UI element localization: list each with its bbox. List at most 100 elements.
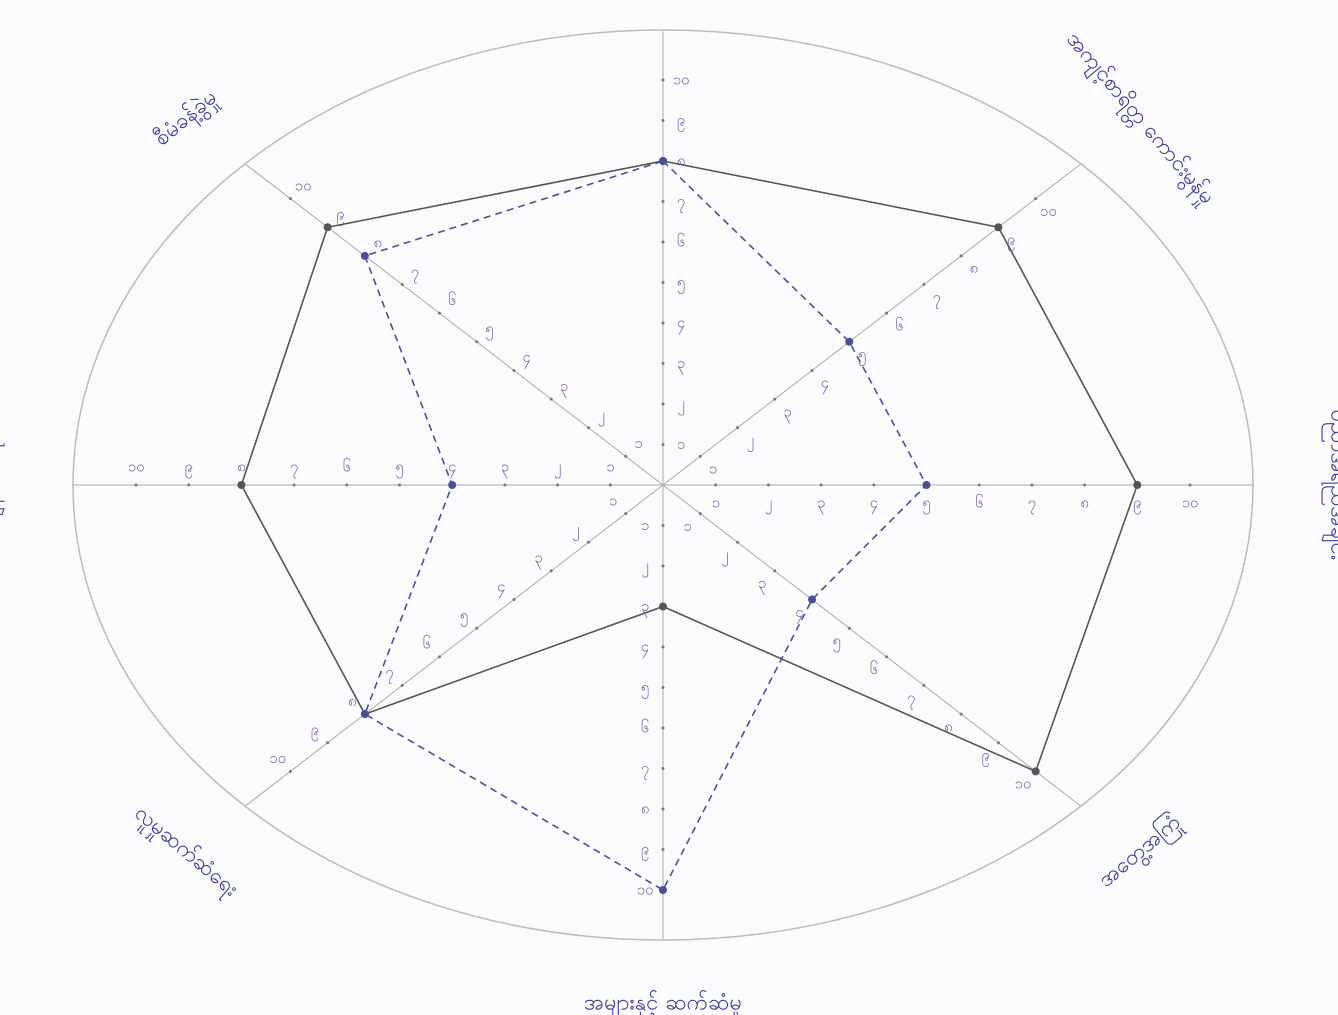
data-point [1032, 767, 1040, 775]
chart: ၁၂၃၄၅၆၇၈၉၁၀ဝန်ကြီး၁၂၃၄၅၆၇၈၉၁၀အကျင့်စာရိတ… [0, 0, 1338, 1015]
tick-mark [773, 569, 776, 572]
tick-mark [475, 340, 478, 343]
tick-label: ၉ [1007, 230, 1015, 251]
axis-line [246, 485, 663, 806]
data-point [659, 157, 667, 165]
data-point [659, 603, 667, 611]
tick-mark [401, 684, 404, 687]
tick-label: ၇ [290, 458, 298, 479]
tick-label: ၈ [237, 458, 246, 476]
tick-mark [820, 484, 823, 487]
tick-mark [662, 808, 665, 811]
category-label: လူမှုဆက်ဆံရေး [127, 800, 244, 905]
tick-mark [736, 541, 739, 544]
tick-mark [662, 281, 665, 284]
tick-label: ၈ [677, 152, 686, 170]
tick-label: ၄ [641, 638, 649, 659]
tick-label: ၂ [598, 405, 605, 426]
data-point [448, 481, 456, 489]
data-point [923, 481, 931, 489]
category-label: ကျန်းမာရေး [0, 438, 4, 532]
tick-label: ၃ [783, 402, 791, 423]
tick-label: ၅ [395, 458, 403, 479]
tick-mark [960, 254, 963, 257]
tick-label: ၁၀ [1040, 202, 1057, 220]
tick-label: ၇ [411, 262, 419, 283]
tick-mark [550, 398, 553, 401]
tick-label: ၈ [373, 234, 382, 252]
tick-mark [475, 627, 478, 630]
tick-mark [1083, 484, 1086, 487]
tick-label: ၁ [711, 494, 719, 512]
axis-line [663, 164, 1080, 485]
tick-label: ၂ [572, 520, 579, 541]
tick-mark [714, 484, 717, 487]
tick-mark [997, 741, 1000, 744]
tick-mark [662, 848, 665, 851]
tick-label: ၃ [534, 549, 542, 570]
tick-label: ၉ [336, 205, 344, 226]
tick-mark [662, 200, 665, 203]
tick-label: ၅ [677, 273, 685, 294]
tick-label: ၁ [683, 517, 691, 535]
tick-mark [699, 512, 702, 515]
tick-mark [326, 741, 329, 744]
tick-label: ၃ [817, 494, 825, 515]
data-point [361, 710, 369, 718]
tick-mark [438, 312, 441, 315]
tick-label: ၁ [709, 460, 717, 478]
tick-label: ၆ [343, 458, 351, 476]
tick-mark [662, 565, 665, 568]
category-label: အတွေ့အကြုံ [1092, 808, 1188, 896]
tick-mark [773, 398, 776, 401]
tick-label: ၇ [385, 663, 393, 684]
tick-label: ၄ [522, 348, 530, 369]
tick-mark [1189, 484, 1192, 487]
tick-label: ၆ [895, 316, 903, 334]
tick-label: ၁၀ [1182, 494, 1199, 512]
tick-mark [662, 646, 665, 649]
tick-label: ၁ [609, 491, 617, 509]
data-point [361, 252, 369, 260]
tick-label: ၃ [501, 458, 509, 479]
tick-label: ၁၀ [269, 749, 286, 767]
tick-label: ၅ [460, 606, 468, 627]
tick-mark [662, 524, 665, 527]
tick-label: ၂ [747, 431, 754, 452]
tick-label: ၁ [606, 458, 614, 476]
tick-mark [699, 455, 702, 458]
tick-label: ၃ [758, 574, 766, 595]
data-point [1133, 481, 1141, 489]
tick-mark [398, 484, 401, 487]
tick-label: ၂ [765, 494, 772, 515]
tick-label: ၅ [922, 494, 930, 515]
tick-mark [512, 598, 515, 601]
tick-label: ၆ [975, 494, 983, 512]
tick-mark [662, 79, 665, 82]
category-label: ပညာအရည်အချင်း [1322, 410, 1338, 561]
data-point [845, 338, 853, 346]
tick-label: ၃ [560, 377, 568, 398]
tick-label: ၁၀ [128, 458, 145, 476]
tick-label: ၆ [870, 660, 878, 678]
data-point [808, 596, 816, 604]
tick-label: ၈ [1080, 494, 1089, 512]
tick-label: ၅ [858, 345, 866, 366]
tick-label: ၂ [554, 458, 561, 479]
category-label: စီမံခန့်ခွဲမှု [149, 84, 225, 155]
tick-label: ၉ [641, 840, 649, 861]
tick-label: ၈ [641, 800, 650, 818]
tick-label: ၇ [641, 759, 649, 780]
category-label: အများနှင့် ဆက်ဆံမှု [584, 989, 742, 1015]
tick-label: ၉ [677, 111, 685, 132]
tick-label: ၈ [970, 259, 979, 277]
data-point [994, 223, 1002, 231]
tick-mark [885, 312, 888, 315]
tick-label: ၆ [422, 635, 430, 653]
tick-mark [848, 627, 851, 630]
axis-line [246, 164, 663, 485]
tick-label: ၇ [1028, 494, 1036, 515]
tick-label: ၇ [932, 288, 940, 309]
tick-mark [960, 713, 963, 716]
tick-mark [811, 369, 814, 372]
